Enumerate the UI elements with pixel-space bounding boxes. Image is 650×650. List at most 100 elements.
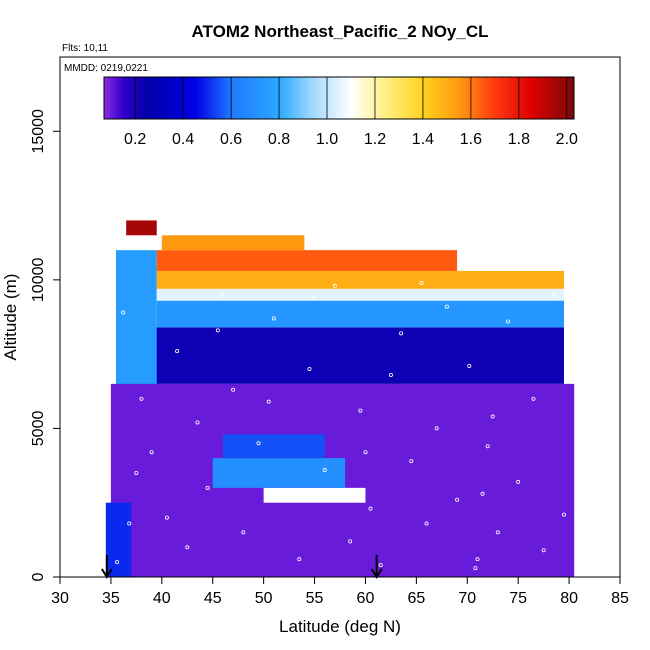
- observation-point-23: [388, 372, 393, 377]
- observation-point-22: [378, 563, 383, 568]
- observation-point-2: [139, 396, 144, 401]
- observation-point-28: [444, 304, 449, 309]
- heatmap-cell-10: [263, 487, 366, 503]
- observation-point-32: [485, 444, 490, 449]
- observation-point-8: [205, 485, 210, 490]
- observation-point-31: [475, 557, 480, 562]
- heatmap-cells: [105, 220, 575, 577]
- y-axis-label: Altitude (m): [1, 274, 20, 361]
- observation-point-36: [531, 396, 536, 401]
- colorbar-tick-label-5: 1.2: [364, 131, 386, 148]
- observation-point-38: [551, 292, 556, 297]
- colorbar-tick-label-4: 1.0: [316, 131, 338, 148]
- observation-point-33: [495, 530, 500, 535]
- heatmap-cell-9: [105, 502, 132, 577]
- observation-point-47: [121, 310, 126, 315]
- colorbar-tick-label-0: 0.2: [124, 131, 146, 148]
- x-tick-label-10: 80: [560, 590, 578, 607]
- observation-point-27: [434, 426, 439, 431]
- observation-point-35: [516, 479, 521, 484]
- observation-point-15: [297, 557, 302, 562]
- colorbar-tick-label-7: 1.6: [460, 131, 482, 148]
- heatmap-cell-11: [212, 458, 346, 488]
- observation-point-37: [541, 548, 546, 553]
- colorbar-tick-label-8: 1.8: [508, 131, 530, 148]
- colorbar-tick-label-9: 2.0: [556, 131, 578, 148]
- observation-point-26: [424, 521, 429, 526]
- observation-point-9: [220, 292, 225, 297]
- observation-point-16: [307, 366, 312, 371]
- x-tick-label-8: 70: [458, 590, 476, 607]
- observation-point-17: [322, 468, 327, 473]
- x-tick-label-1: 35: [102, 590, 120, 607]
- colorbar-tick-label-1: 0.4: [172, 131, 194, 148]
- heatmap-cell-1: [116, 327, 564, 384]
- y-tick-label-2: 10000: [30, 258, 47, 303]
- observation-point-5: [175, 349, 180, 354]
- observation-point-30: [467, 364, 472, 369]
- chart-title: ATOM2 Northeast_Pacific_2 NOy_CL: [192, 22, 489, 41]
- y-axis: 0 5000 10000 15000: [30, 109, 61, 581]
- x-tick-label-2: 40: [153, 590, 171, 607]
- observation-point-44: [312, 295, 317, 300]
- observation-point-18: [332, 283, 337, 288]
- observation-point-25: [409, 459, 414, 464]
- observation-point-34: [505, 319, 510, 324]
- y-tick-label-1: 5000: [30, 411, 47, 447]
- x-tick-label-6: 60: [357, 590, 375, 607]
- x-tick-label-4: 50: [255, 590, 273, 607]
- x-tick-label-9: 75: [509, 590, 527, 607]
- heatmap-cell-6: [156, 250, 458, 271]
- heatmap-cell-12: [222, 434, 325, 459]
- y-tick-label-3: 15000: [30, 109, 47, 154]
- colorbar-tick-label-3: 0.8: [268, 131, 290, 148]
- x-tick-label-5: 55: [306, 590, 324, 607]
- observation-point-14: [281, 494, 286, 499]
- x-tick-label-3: 45: [204, 590, 222, 607]
- heatmap-cell-8: [126, 220, 157, 236]
- arrow-1: [370, 555, 383, 579]
- colorbar-tick-label-6: 1.4: [412, 131, 434, 148]
- colorbar-tick-label-2: 0.6: [220, 131, 242, 148]
- observation-point-48: [266, 399, 271, 404]
- observation-point-12: [256, 441, 261, 446]
- observation-point-13: [271, 316, 276, 321]
- observation-point-20: [358, 408, 363, 413]
- observation-point-43: [419, 280, 424, 285]
- dates-label: MMDD: 0219,0221: [64, 63, 148, 74]
- x-axis-label: Latitude (deg N): [279, 617, 401, 636]
- observation-point-7: [195, 420, 200, 425]
- observation-point-6: [185, 545, 190, 550]
- observation-point-19: [348, 539, 353, 544]
- heatmap-cell-2: [116, 250, 157, 384]
- heatmap-cell-3: [156, 300, 564, 328]
- colorbar-gradient: [103, 76, 575, 120]
- observation-point-39: [562, 512, 567, 517]
- flights-label: Flts: 10,11: [62, 43, 108, 54]
- observation-point-46: [134, 470, 139, 475]
- observation-point-21: [368, 506, 373, 511]
- observation-point-42: [490, 414, 495, 419]
- observation-point-10: [231, 387, 236, 392]
- observation-point-40: [473, 566, 478, 571]
- observation-point-3: [149, 450, 154, 455]
- arrow-0: [100, 555, 113, 579]
- y-tick-label-0: 0: [30, 572, 47, 581]
- colorbar: 0.2 0.4 0.6 0.8 1.0 1.2 1.4 1.6 1.8 2.0: [103, 76, 578, 148]
- x-axis: 30 35 40 45 50 55 60 65 70 75 80 85: [51, 576, 629, 607]
- observation-points: [115, 280, 567, 571]
- observation-point-1: [127, 521, 132, 526]
- observation-point-49: [363, 450, 368, 455]
- observation-point-0: [115, 560, 120, 565]
- observation-point-24: [399, 331, 404, 336]
- x-tick-label-11: 85: [611, 590, 629, 607]
- heatmap-cell-7: [161, 235, 305, 251]
- observation-point-45: [215, 328, 220, 333]
- x-tick-label-0: 30: [51, 590, 69, 607]
- observation-point-4: [164, 515, 169, 520]
- x-tick-label-7: 65: [407, 590, 425, 607]
- observation-point-11: [241, 530, 246, 535]
- arrows: [100, 555, 383, 579]
- observation-point-29: [455, 497, 460, 502]
